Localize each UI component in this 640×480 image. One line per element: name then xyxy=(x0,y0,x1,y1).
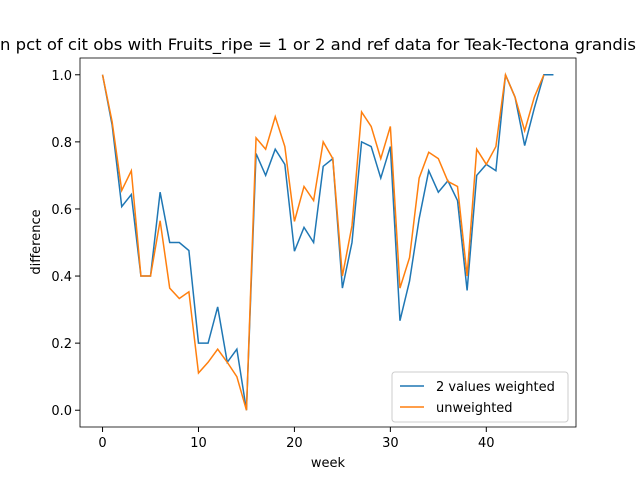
chart-title: n pct of cit obs with Fruits_ripe = 1 or… xyxy=(0,35,636,55)
legend-box xyxy=(391,371,569,423)
y-tick-label: 1.0 xyxy=(51,69,72,84)
plot-frame xyxy=(79,57,577,428)
x-tick-label: 40 xyxy=(478,436,495,451)
y-axis-label: difference xyxy=(29,209,44,274)
x-tick-label: 10 xyxy=(190,436,207,451)
x-tick-label: 0 xyxy=(98,436,106,451)
legend-label: 2 values weighted xyxy=(436,380,555,395)
y-tick-label: 0.6 xyxy=(51,203,72,218)
x-tick-label: 30 xyxy=(382,436,399,451)
y-tick-label: 0.0 xyxy=(51,404,72,419)
y-tick-label: 0.2 xyxy=(51,337,72,352)
y-tick-label: 0.4 xyxy=(51,270,72,285)
legend-label: unweighted xyxy=(436,401,513,416)
y-tick-label: 0.8 xyxy=(51,136,72,151)
x-tick-label: 20 xyxy=(286,436,303,451)
line-series xyxy=(101,74,554,411)
line-series xyxy=(101,71,545,411)
x-axis-label: week xyxy=(311,456,346,471)
